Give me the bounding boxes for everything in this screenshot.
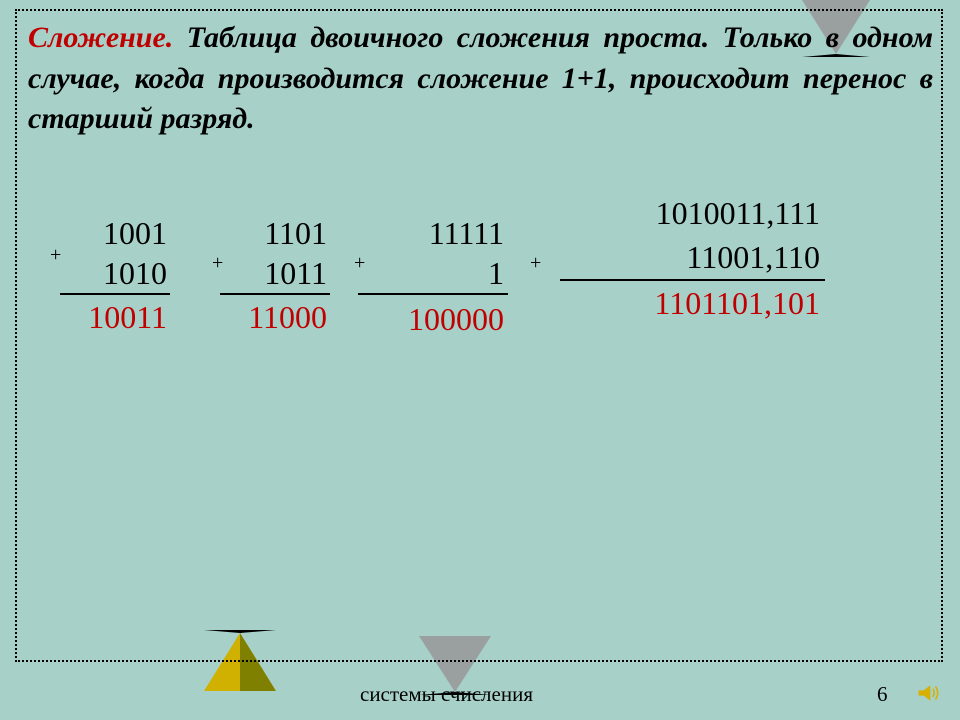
addition-operand-2: 11001,110 (570, 239, 820, 276)
plus-sign: + (530, 252, 541, 275)
plus-sign: + (354, 252, 365, 275)
addition-operand-2: 1 (364, 255, 504, 292)
footer-label: системы счисления (360, 682, 533, 707)
addition-operand-1: 11111 (364, 215, 504, 252)
addition-operand-2: 1010 (72, 255, 167, 292)
plus-sign: + (50, 244, 61, 267)
addition-rule (358, 293, 508, 295)
description-lead: Сложение. (28, 21, 173, 54)
addition-rule (60, 293, 170, 295)
addition-operand-1: 1010011,111 (570, 195, 820, 232)
slide: Сложение. Таблица двоичного сложения про… (0, 0, 960, 720)
addition-rule (560, 279, 825, 281)
addition-result: 10011 (72, 299, 167, 336)
footer-page-number: 6 (877, 682, 888, 707)
addition-operand-2: 1011 (232, 255, 327, 292)
addition-rule (220, 293, 330, 295)
addition-operand-1: 1001 (72, 215, 167, 252)
addition-result: 1101101,101 (570, 285, 820, 322)
description-paragraph: Сложение. Таблица двоичного сложения про… (28, 18, 933, 140)
plus-sign: + (212, 252, 223, 275)
addition-result: 11000 (232, 299, 327, 336)
addition-result: 100000 (364, 301, 504, 338)
addition-operand-1: 1101 (232, 215, 327, 252)
speaker-icon[interactable] (916, 680, 942, 706)
